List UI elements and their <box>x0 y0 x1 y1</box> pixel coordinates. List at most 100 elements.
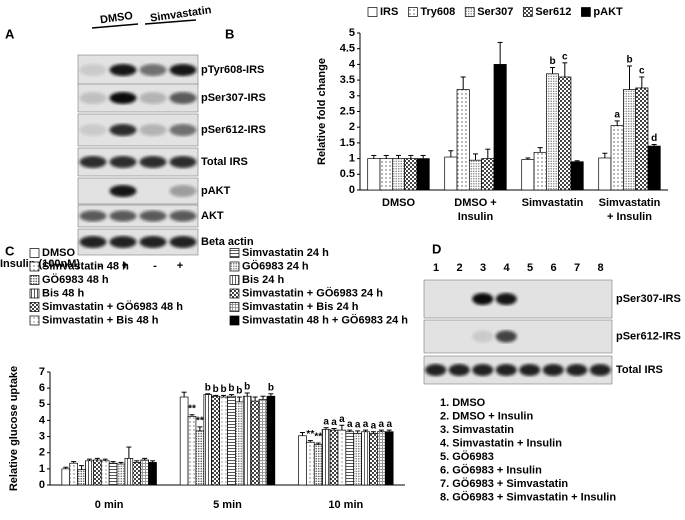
blot-band <box>519 364 541 376</box>
x-tick-label: Insulin <box>458 211 494 223</box>
blot-band <box>169 210 197 222</box>
legend-swatch <box>522 7 533 17</box>
significance-label: a <box>371 420 377 431</box>
bar <box>384 431 394 486</box>
treatment-sign: + <box>122 260 128 272</box>
blot-band <box>139 156 167 168</box>
lane-number: 3 <box>480 262 486 274</box>
blot-band <box>472 364 494 376</box>
bar <box>345 431 355 486</box>
bar <box>533 151 547 191</box>
legend-label: Bis 24 h <box>242 274 284 286</box>
blot-band <box>169 236 197 248</box>
bar <box>361 431 370 486</box>
bar <box>93 459 102 486</box>
legend-swatch <box>29 275 40 285</box>
bar <box>481 158 495 191</box>
significance-label: b <box>228 383 234 394</box>
y-tick-label: 0 <box>349 184 355 196</box>
bar <box>250 400 260 486</box>
significance-label: b <box>268 382 274 393</box>
bar <box>468 159 483 191</box>
bar <box>647 145 661 191</box>
legend-label: Simvastatin + GÖ6983 24 h <box>242 286 383 299</box>
legend-label: Simvastatin 24 h <box>242 247 329 259</box>
bar <box>258 399 268 486</box>
bar <box>69 462 78 486</box>
lane-legend-item: 2. DMSO + Insulin <box>440 410 533 422</box>
blot-band <box>169 156 197 168</box>
bar <box>622 89 637 191</box>
lane-legend-item: 8. GÖ6983 + Simvastatin + Insulin <box>440 490 616 503</box>
blot-band <box>79 156 107 168</box>
legend-swatch <box>229 315 240 326</box>
lane-number: 5 <box>527 262 533 274</box>
lane-number: 8 <box>597 262 603 274</box>
significance-label: a <box>379 419 385 430</box>
legend-label: Simvastatin + GÖ6983 48 h <box>42 300 183 313</box>
row-label: pTyr608-IRS <box>201 64 264 76</box>
legend-label: Simvastatin 48 h + GÖ6983 24 h <box>242 313 408 326</box>
bar <box>85 460 94 486</box>
bar <box>444 156 458 191</box>
bar <box>635 87 649 191</box>
bar <box>337 429 347 486</box>
y-tick-label: 1 <box>349 153 355 165</box>
bar <box>391 158 406 191</box>
blot-band <box>139 236 167 248</box>
treatment-sign: + <box>177 260 183 272</box>
lane-legend-item: 5. GÖ6983 <box>440 450 494 463</box>
lane-legend-item: 4. Simvastatin + Insulin <box>440 437 562 449</box>
blot-band <box>109 64 137 76</box>
blot-band <box>109 185 137 197</box>
y-tick-label: 2 <box>349 121 355 133</box>
significance-label: ** <box>196 416 204 427</box>
bar <box>377 431 386 486</box>
significance-label: a <box>614 110 620 121</box>
legend-label: pAKT <box>593 6 623 18</box>
x-tick-label: 0 min <box>95 499 124 511</box>
bar <box>219 396 228 486</box>
blot-band <box>472 293 494 305</box>
significance-label: d <box>651 133 657 144</box>
y-axis-label: Relative glucose uptake <box>8 366 20 491</box>
significance-label: b <box>221 384 227 395</box>
y-tick-label: 5 <box>39 398 45 410</box>
legend-label: Ser612 <box>535 6 571 18</box>
blot-band <box>79 210 107 222</box>
bar <box>298 435 307 486</box>
bar <box>456 89 470 191</box>
bar <box>195 430 205 486</box>
x-tick-label: 5 min <box>213 499 242 511</box>
blot-band <box>448 364 470 376</box>
blot-band <box>139 210 167 222</box>
blot-background <box>77 204 199 228</box>
y-tick-label: 7 <box>39 366 45 378</box>
significance-label: ** <box>188 403 196 414</box>
blot-band <box>109 236 137 248</box>
legend-label: Bis 48 h <box>42 287 84 299</box>
panel-letter: A <box>5 26 15 41</box>
bar <box>61 468 71 486</box>
x-tick-label: DMSO + <box>454 197 496 209</box>
bar <box>598 157 612 191</box>
legend-swatch <box>29 315 40 326</box>
legend-label: GÖ6983 24 h <box>242 259 309 272</box>
row-label: pSer612-IRS <box>616 330 681 342</box>
lane-legend-item: 3. Simvastatin <box>440 424 514 436</box>
blot-band <box>109 92 137 104</box>
blot-band <box>109 156 137 168</box>
bar <box>369 432 378 486</box>
legend-swatch <box>29 261 40 272</box>
x-tick-label: + Insulin <box>607 211 652 223</box>
lane-header: DMSO <box>99 10 134 27</box>
significance-label: c <box>562 51 568 62</box>
legend-label: Simvastatin + Bis 24 h <box>242 301 359 313</box>
bar <box>353 432 362 486</box>
legend-label: Simvastatin 48 h <box>42 260 129 272</box>
row-label: Beta actin <box>201 236 254 248</box>
treatment-sign: - <box>153 260 157 272</box>
bar <box>329 429 339 486</box>
bar <box>124 458 134 486</box>
blot-band <box>79 124 107 136</box>
